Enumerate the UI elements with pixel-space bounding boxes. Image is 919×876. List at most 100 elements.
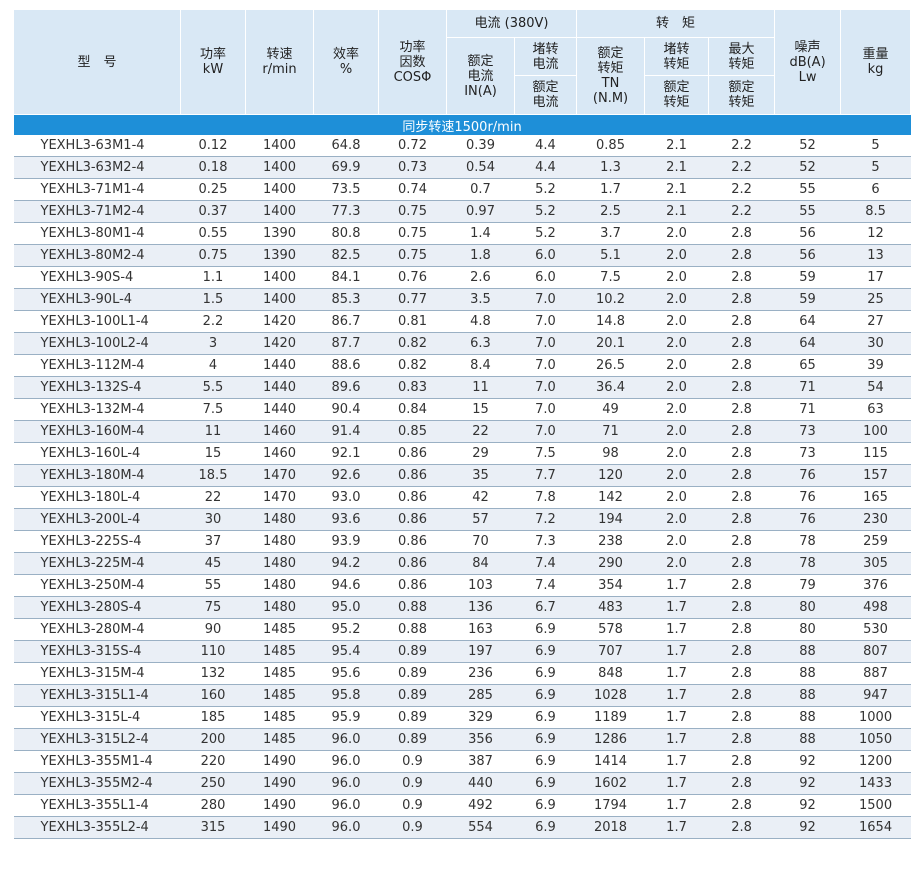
value-cell: 0.75 [180, 244, 246, 267]
header-noise: 噪声 dB(A) Lw [774, 9, 842, 115]
table-header: 型 号 功率 kW 转速 r/min 效率 % 功率 因数 COSΦ 电流 (3… [13, 9, 912, 115]
motor-spec-table: 型 号 功率 kW 转速 r/min 效率 % 功率 因数 COSΦ 电流 (3… [13, 9, 912, 839]
value-cell: 1490 [245, 816, 314, 839]
value-cell: 84.1 [313, 266, 379, 289]
value-cell: 90.4 [313, 398, 379, 421]
value-cell: 2.0 [644, 398, 709, 421]
speed-band-label: 同步转速1500r/min [13, 114, 911, 135]
value-cell: 6.9 [514, 794, 577, 817]
value-cell: 78 [774, 530, 841, 553]
value-cell: 93.0 [313, 486, 379, 509]
value-cell: 110 [180, 640, 246, 663]
value-cell: 163 [446, 618, 515, 641]
value-cell: 2.8 [708, 750, 775, 773]
value-cell: 1480 [245, 530, 314, 553]
value-cell: 1480 [245, 508, 314, 531]
value-cell: 88.6 [313, 354, 379, 377]
value-cell: 100 [840, 420, 911, 443]
value-cell: 95.6 [313, 662, 379, 685]
value-cell: 7.0 [514, 376, 577, 399]
value-cell: 2.0 [644, 464, 709, 487]
table-row: YEXHL3-225S-4 37 1480 93.9 0.86 70 7.3 238 2.0 2.… [13, 530, 911, 553]
value-cell: 85.3 [313, 288, 379, 311]
value-cell: 2.8 [708, 398, 775, 421]
table-row: YEXHL3-225M-4 45 1480 94.2 0.86 84 7.4 290 2.0 2.… [13, 552, 911, 575]
model-cell: YEXHL3-80M1-4 [13, 222, 181, 245]
value-cell: 387 [446, 750, 515, 773]
value-cell: 26.5 [576, 354, 645, 377]
value-cell: 2.2 [708, 156, 775, 179]
value-cell: 1490 [245, 750, 314, 773]
value-cell: 1.5 [180, 288, 246, 311]
model-cell: YEXHL3-63M1-4 [13, 135, 181, 157]
value-cell: 7.0 [514, 398, 577, 421]
value-cell: 98 [576, 442, 645, 465]
value-cell: 42 [446, 486, 515, 509]
value-cell: 6.0 [514, 266, 577, 289]
table-row: YEXHL3-160L-4 15 1460 92.1 0.86 29 7.5 98 2.0 2.8… [13, 442, 911, 465]
value-cell: 71 [774, 376, 841, 399]
value-cell: 2.1 [644, 178, 709, 201]
value-cell: 0.54 [446, 156, 515, 179]
model-cell: YEXHL3-315M-4 [13, 662, 181, 685]
value-cell: 1480 [245, 552, 314, 575]
header-current-group: 电流 (380V) [445, 9, 578, 38]
value-cell: 0.76 [378, 266, 447, 289]
value-cell: 2.8 [708, 596, 775, 619]
header-power: 功率 kW [180, 9, 246, 115]
value-cell: 2.0 [644, 530, 709, 553]
table-row: YEXHL3-280S-4 75 1480 95.0 0.88 136 6.7 483 1.7 2… [13, 596, 911, 619]
value-cell: 0.73 [378, 156, 447, 179]
value-cell: 1602 [576, 772, 645, 795]
value-cell: 1485 [245, 640, 314, 663]
model-cell: YEXHL3-250M-4 [13, 574, 181, 597]
value-cell: 65 [774, 354, 841, 377]
value-cell: 95.9 [313, 706, 379, 729]
model-cell: YEXHL3-80M2-4 [13, 244, 181, 267]
value-cell: 8.5 [840, 200, 911, 223]
value-cell: 4.8 [446, 310, 515, 333]
value-cell: 95.4 [313, 640, 379, 663]
value-cell: 94.6 [313, 574, 379, 597]
value-cell: 88 [774, 684, 841, 707]
value-cell: 56 [774, 244, 841, 267]
value-cell: 11 [180, 420, 246, 443]
value-cell: 7.0 [514, 288, 577, 311]
model-cell: YEXHL3-90L-4 [13, 288, 181, 311]
value-cell: 6.9 [514, 618, 577, 641]
value-cell: 1500 [840, 794, 911, 817]
value-cell: 84 [446, 552, 515, 575]
value-cell: 2.8 [708, 288, 775, 311]
value-cell: 0.86 [378, 530, 447, 553]
value-cell: 0.82 [378, 332, 447, 355]
value-cell: 29 [446, 442, 515, 465]
value-cell: 7.5 [180, 398, 246, 421]
value-cell: 1.7 [644, 816, 709, 839]
model-cell: YEXHL3-160M-4 [13, 420, 181, 443]
value-cell: 59 [774, 288, 841, 311]
value-cell: 1414 [576, 750, 645, 773]
value-cell: 80 [774, 596, 841, 619]
value-cell: 64 [774, 332, 841, 355]
value-cell: 87.7 [313, 332, 379, 355]
table-row: YEXHL3-132M-4 7.5 1440 90.4 0.84 15 7.0 49 2.0 2.… [13, 398, 911, 421]
value-cell: 93.9 [313, 530, 379, 553]
value-cell: 5 [840, 135, 911, 157]
value-cell: 6.9 [514, 684, 577, 707]
value-cell: 1.7 [644, 706, 709, 729]
table-row: YEXHL3-160M-4 11 1460 91.4 0.85 22 7.0 71 2.0 2.8… [13, 420, 911, 443]
table-body: 同步转速1500r/min YEXHL3-63M1-4 0.12 1400 64.8 0… [13, 114, 911, 839]
value-cell: 0.86 [378, 508, 447, 531]
value-cell: 530 [840, 618, 911, 641]
header-locked-current-ratio: 额定 电流 [513, 75, 578, 115]
value-cell: 6.3 [446, 332, 515, 355]
value-cell: 1794 [576, 794, 645, 817]
value-cell: 7.7 [514, 464, 577, 487]
value-cell: 7.5 [514, 442, 577, 465]
value-cell: 88 [774, 640, 841, 663]
value-cell: 94.2 [313, 552, 379, 575]
model-cell: YEXHL3-63M2-4 [13, 156, 181, 179]
value-cell: 76 [774, 486, 841, 509]
value-cell: 194 [576, 508, 645, 531]
value-cell: 20.1 [576, 332, 645, 355]
